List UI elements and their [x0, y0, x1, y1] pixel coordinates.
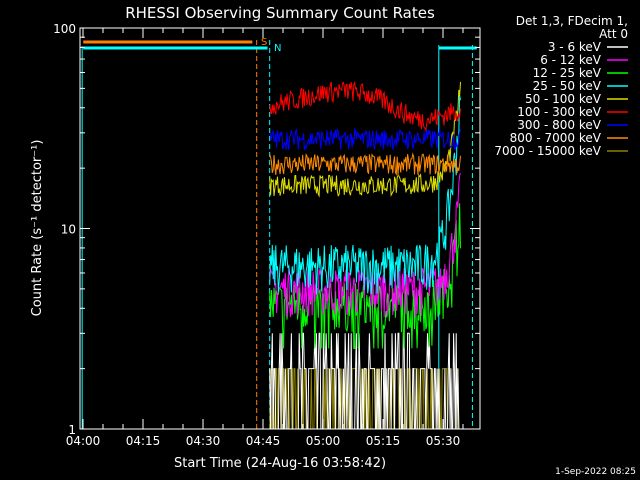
series-line-6: [269, 127, 461, 151]
series-line-4: [269, 81, 461, 198]
legend-entry-label: 800 - 7000 keV: [510, 131, 602, 145]
x-tick-label: 04:30: [186, 434, 221, 448]
x-tick-label: 04:00: [66, 434, 101, 448]
legend-entry-label: 6 - 12 keV: [540, 53, 602, 67]
legend-entry-label: 12 - 25 keV: [533, 66, 602, 80]
legend-header-line-1: Det 1,3, FDecim 1,: [516, 14, 628, 28]
y-tick-label: 1: [68, 423, 76, 437]
legend-entry-label: 50 - 100 keV: [525, 92, 602, 106]
y-axis-label: Count Rate (s⁻¹ detector⁻¹): [30, 140, 45, 317]
series-line-2: [269, 203, 461, 349]
flag-label-night: N: [274, 43, 281, 54]
y-axis: 1 10 100: [53, 22, 480, 437]
footer-date: 1-Sep-2022 08:25: [555, 467, 636, 477]
y-tick-label: 10: [61, 223, 76, 237]
legend-entry-label: 3 - 6 keV: [548, 40, 602, 54]
x-axis: 04:00 04:15 04:30 04:45 05:00 05:15 05:30: [66, 28, 464, 448]
legend-entry-label: 300 - 800 keV: [517, 118, 601, 132]
legend-entry-label: 25 - 50 keV: [533, 79, 602, 93]
x-tick-label: 05:00: [306, 434, 341, 448]
y-tick-label: 100: [53, 22, 76, 36]
legend-header-line-2: Att 0: [599, 27, 628, 41]
series-line-0: [269, 332, 461, 430]
x-tick-label: 05:15: [366, 434, 401, 448]
x-tick-label: 04:45: [246, 434, 281, 448]
legend-entry-label: 100 - 300 keV: [517, 105, 601, 119]
chart-title: RHESSI Observing Summary Count Rates: [125, 4, 435, 22]
series-line-5: [269, 80, 461, 133]
series-line-3: [269, 95, 461, 295]
flag-label-saa: S: [261, 37, 267, 48]
legend-entry-label: 7000 - 15000 keV: [494, 144, 601, 158]
x-tick-label: 05:30: [426, 434, 461, 448]
series-line-7: [269, 152, 461, 177]
x-tick-label: 04:15: [126, 434, 161, 448]
x-axis-label: Start Time (24-Aug-16 03:58:42): [174, 456, 386, 471]
